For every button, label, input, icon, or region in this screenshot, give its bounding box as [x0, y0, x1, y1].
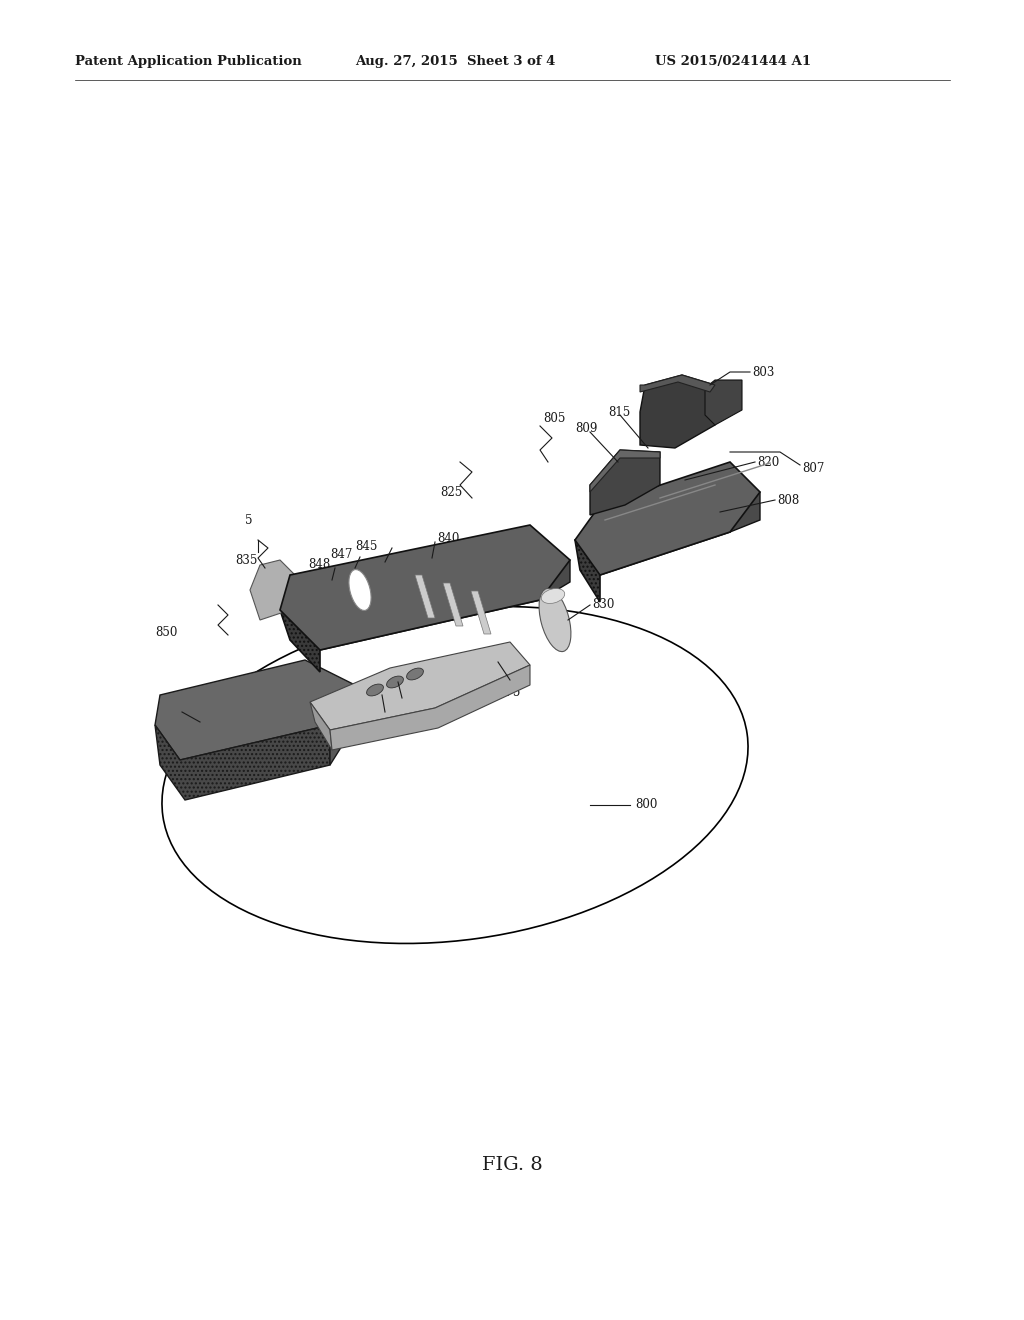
- Ellipse shape: [407, 668, 424, 680]
- Text: 5: 5: [245, 513, 253, 527]
- Polygon shape: [471, 591, 490, 634]
- Text: 820: 820: [757, 455, 779, 469]
- Text: Aug. 27, 2015  Sheet 3 of 4: Aug. 27, 2015 Sheet 3 of 4: [355, 55, 555, 69]
- Text: 807: 807: [802, 462, 824, 474]
- Polygon shape: [730, 492, 760, 532]
- Polygon shape: [310, 642, 530, 730]
- Text: 860: 860: [368, 715, 390, 729]
- Ellipse shape: [367, 684, 383, 696]
- Text: 870: 870: [158, 704, 180, 717]
- Polygon shape: [155, 725, 330, 800]
- Polygon shape: [415, 576, 435, 618]
- Polygon shape: [540, 560, 570, 601]
- Text: Patent Application Publication: Patent Application Publication: [75, 55, 302, 69]
- Ellipse shape: [349, 569, 371, 610]
- Polygon shape: [250, 560, 295, 620]
- Polygon shape: [310, 702, 332, 750]
- Polygon shape: [705, 380, 742, 425]
- Polygon shape: [280, 525, 570, 649]
- Text: 835: 835: [234, 553, 257, 566]
- Text: FIG. 8: FIG. 8: [481, 1156, 543, 1173]
- Text: 850: 850: [155, 626, 177, 639]
- Text: 847: 847: [330, 548, 352, 561]
- Polygon shape: [330, 685, 355, 766]
- Text: 815: 815: [608, 405, 630, 418]
- Ellipse shape: [387, 676, 403, 688]
- Polygon shape: [640, 375, 715, 447]
- Text: 840: 840: [437, 532, 460, 544]
- Text: 830: 830: [592, 598, 614, 611]
- Polygon shape: [155, 660, 355, 760]
- Polygon shape: [330, 665, 530, 750]
- Text: 808: 808: [777, 494, 800, 507]
- Ellipse shape: [542, 589, 564, 603]
- Polygon shape: [575, 495, 730, 602]
- Text: US 2015/0241444 A1: US 2015/0241444 A1: [655, 55, 811, 69]
- Polygon shape: [590, 450, 660, 515]
- Polygon shape: [640, 375, 715, 392]
- Text: 809: 809: [575, 421, 597, 434]
- Text: 845: 845: [355, 540, 378, 553]
- Text: 848: 848: [308, 557, 331, 570]
- Text: 875: 875: [498, 685, 520, 698]
- Polygon shape: [590, 450, 660, 492]
- Text: 803: 803: [752, 366, 774, 379]
- Polygon shape: [575, 462, 760, 576]
- Text: 805: 805: [543, 412, 565, 425]
- Ellipse shape: [539, 589, 571, 652]
- Polygon shape: [443, 583, 463, 626]
- Text: 800: 800: [635, 799, 657, 812]
- Polygon shape: [280, 562, 540, 672]
- Text: 825: 825: [440, 486, 462, 499]
- Text: 855: 855: [385, 701, 408, 714]
